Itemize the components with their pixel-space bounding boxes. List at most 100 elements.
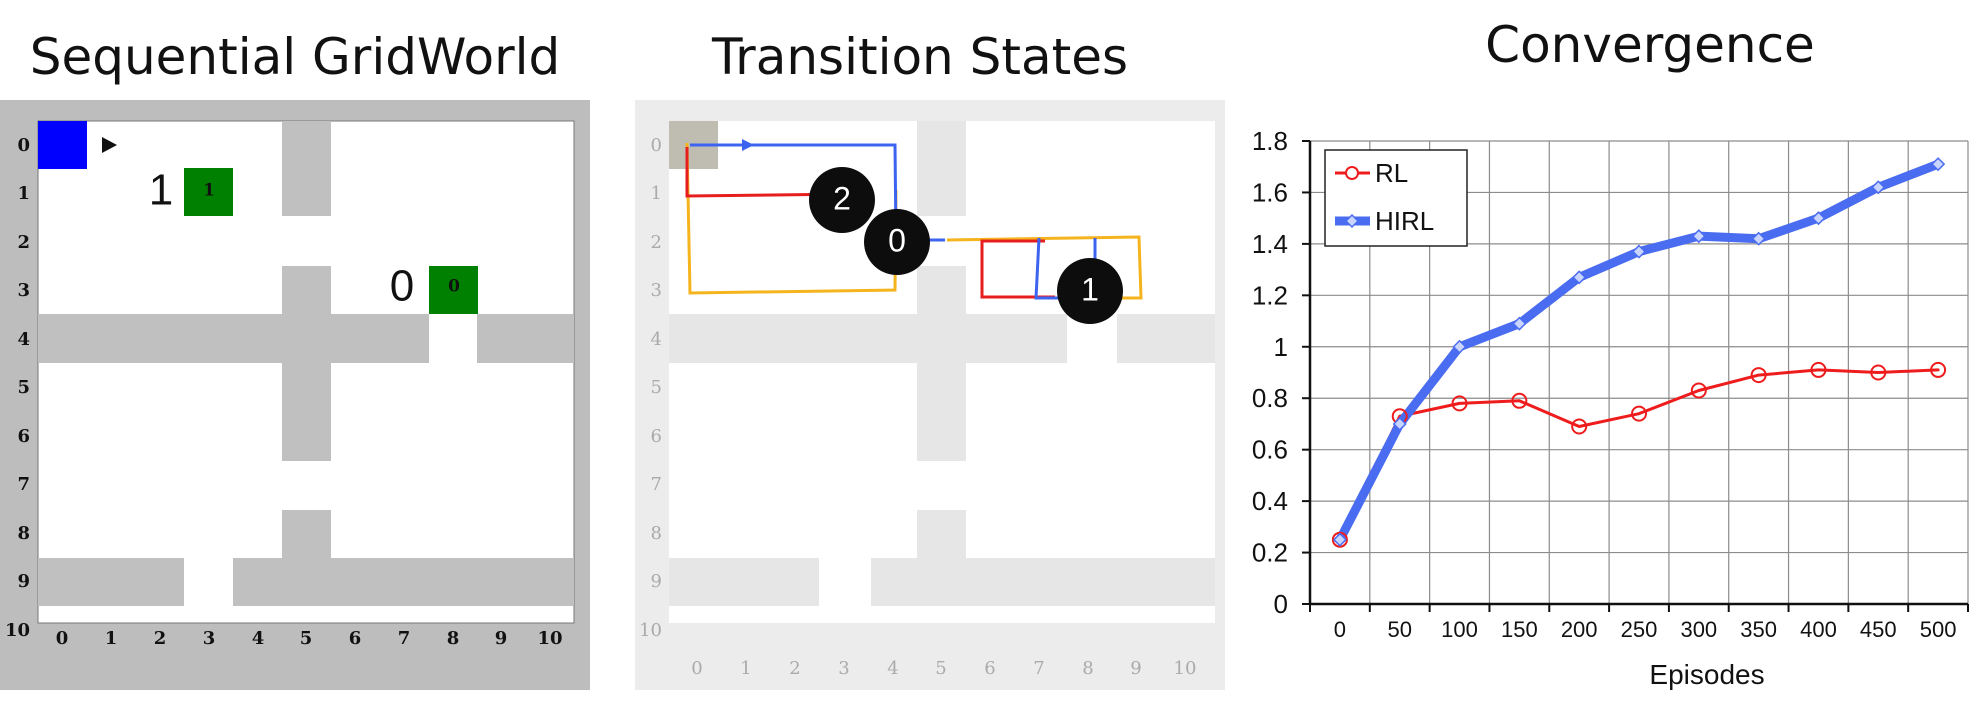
- x-tick: 1: [740, 658, 751, 679]
- marker-2: [809, 167, 875, 233]
- x-tick: 10: [537, 628, 562, 649]
- agent-direction-arrow-icon: [102, 137, 117, 153]
- x-tick-label: 400: [1800, 617, 1837, 642]
- wall: [917, 266, 966, 461]
- data-point-rl: [1870, 364, 1887, 381]
- data-point-hirl: [1811, 211, 1826, 226]
- data-point-hirl: [1691, 229, 1706, 244]
- y-tick: 3: [17, 280, 30, 301]
- y-tick-label: 0.8: [1252, 383, 1288, 413]
- x-tick: 4: [252, 628, 265, 649]
- x-tick-label: 350: [1740, 617, 1777, 642]
- marker-0: [864, 209, 930, 275]
- red-region-outline: [980, 239, 1055, 299]
- gridworld-panel: 1 1 0 0 0 1 2 3 4 5 6 7 8 9 10 0 1 2 3 4…: [0, 100, 590, 690]
- marker-1-label: 1: [1081, 271, 1099, 307]
- x-tick: 6: [984, 658, 995, 679]
- data-point-rl: [1451, 395, 1468, 412]
- x-tick: 1: [105, 628, 118, 649]
- y-tick-label: 0: [1274, 589, 1288, 619]
- x-tick-label: 0: [1334, 617, 1346, 642]
- data-point-hirl: [1931, 157, 1946, 172]
- marker-1: [1057, 258, 1123, 324]
- y-tick: 7: [17, 474, 30, 495]
- data-point-hirl: [1871, 180, 1886, 195]
- x-tick: 5: [935, 658, 946, 679]
- y-tick: 5: [651, 377, 662, 398]
- y-tick: 2: [17, 232, 30, 253]
- x-tick: 4: [887, 658, 898, 679]
- gridworld-y-ticks: 0 1 2 3 4 5 6 7 8 9 10: [5, 135, 30, 641]
- data-point-rl: [1631, 405, 1647, 422]
- legend-box: [1324, 149, 1468, 247]
- wall: [282, 510, 331, 558]
- gridworld-walls: [38, 121, 574, 606]
- wall: [871, 558, 1215, 606]
- wall: [917, 510, 966, 558]
- transition-markers: 2 0 1: [809, 167, 1123, 324]
- wall: [233, 558, 574, 606]
- gridworld-title: Sequential GridWorld: [29, 28, 561, 86]
- chart-y-tick-labels: 0 0.2 0.4 0.6 0.8 1 1.2 1.4 1.6 1.8: [1252, 126, 1288, 619]
- transition-x-ticks: 0 1 2 3 4 5 6 7 8 9 10: [691, 658, 1196, 679]
- start-arrow-icon: [742, 139, 754, 151]
- y-tick: 4: [17, 329, 30, 350]
- y-tick: 1: [651, 183, 662, 204]
- data-point-hirl: [1392, 416, 1407, 432]
- x-tick: 10: [1174, 658, 1197, 679]
- red-region-outline: [685, 147, 856, 198]
- y-tick: 0: [651, 135, 662, 156]
- x-tick-label: 200: [1561, 617, 1598, 642]
- x-tick: 7: [1033, 658, 1044, 679]
- x-tick: 9: [495, 628, 508, 649]
- y-tick: 6: [651, 426, 662, 447]
- x-axis-label: Episodes: [1649, 659, 1764, 690]
- marker-2-label: 2: [833, 180, 851, 216]
- marker-0-label: 0: [888, 222, 906, 258]
- goal-1-side-label: 1: [149, 166, 173, 215]
- goal-cell-0: [429, 266, 478, 314]
- x-tick: 8: [1082, 658, 1093, 679]
- data-point-hirl: [1512, 316, 1527, 331]
- data-point-hirl: [1452, 339, 1467, 354]
- wall: [917, 121, 966, 216]
- y-tick: 3: [651, 280, 662, 301]
- data-point-hirl: [1332, 532, 1347, 547]
- series-line-rl: [1338, 368, 1940, 542]
- chart-x-tick-labels: 0 50 100 150 200 250 300 350 400 450 500: [1334, 617, 1957, 642]
- x-tick: 9: [1130, 658, 1141, 679]
- y-tick: 8: [17, 523, 30, 544]
- y-tick-label: 1.4: [1252, 229, 1288, 259]
- y-tick: 10: [5, 620, 30, 641]
- goal-1-label: 1: [203, 181, 215, 201]
- y-tick: 0: [17, 135, 30, 156]
- agent-cell: [38, 121, 87, 169]
- data-point-rl: [1750, 367, 1767, 384]
- x-tick-label: 150: [1501, 617, 1538, 642]
- wall: [669, 314, 1067, 363]
- transition-states-title: Transition States: [711, 28, 1129, 86]
- wall: [38, 314, 429, 363]
- transition-y-ticks: 0 1 2 3 4 5 6 7 8 9 10: [639, 135, 662, 641]
- x-tick: 0: [691, 658, 702, 679]
- y-tick-label: 1.2: [1252, 280, 1288, 310]
- y-tick: 10: [639, 620, 662, 641]
- chart-legend: RL HIRL: [1324, 149, 1468, 247]
- y-tick: 2: [651, 232, 662, 253]
- wall: [282, 121, 331, 216]
- chart-axes: [1302, 140, 1969, 612]
- x-tick-label: 100: [1441, 617, 1478, 642]
- y-tick-label: 1.6: [1252, 177, 1288, 207]
- y-tick: 7: [651, 474, 662, 495]
- x-tick: 2: [154, 628, 167, 649]
- y-tick: 4: [651, 329, 662, 350]
- y-tick-label: 0.2: [1252, 538, 1288, 568]
- wall: [477, 314, 574, 363]
- transition-states-panel: 2 0 1 0 1 2 3 4 5 6 7 8 9 10 0 1 2 3 4 5…: [635, 100, 1225, 690]
- goal-0-label: 0: [448, 277, 460, 297]
- legend-hirl-marker: [1344, 213, 1360, 229]
- y-tick-label: 1: [1274, 332, 1288, 362]
- x-tick: 0: [56, 628, 69, 649]
- y-tick-label: 0.6: [1252, 435, 1288, 465]
- wall: [282, 266, 331, 461]
